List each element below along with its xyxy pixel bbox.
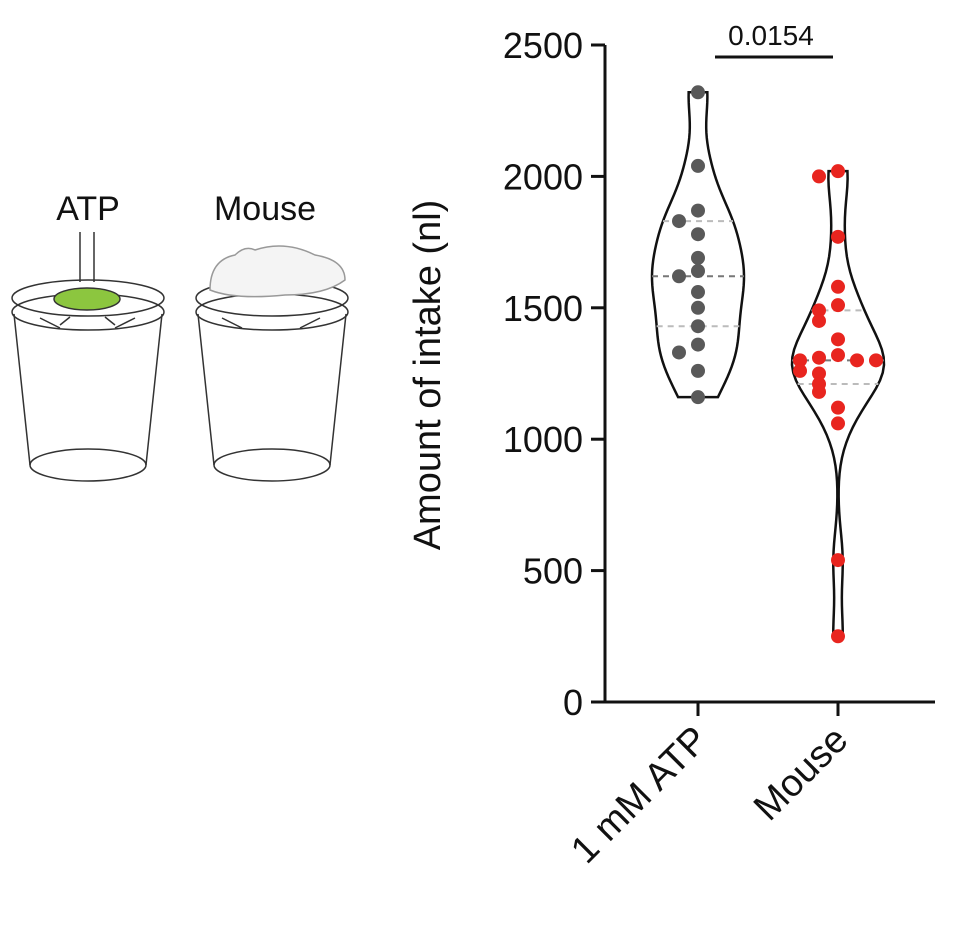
data-point [831,400,845,415]
data-point [812,366,826,381]
violin [650,91,746,399]
x-tick-label: 1 mM ATP [563,719,716,872]
data-point [831,298,845,313]
data-point [869,353,883,368]
data-point [812,169,826,184]
y-tick-label: 2000 [503,156,583,197]
data-point [691,158,705,173]
data-point [831,332,845,347]
data-point [812,384,826,399]
data-point [691,203,705,218]
data-point [831,229,845,244]
data-point [831,279,845,294]
cup [11,232,165,482]
data-point [831,416,845,431]
p-value: 0.0154 [728,20,814,51]
y-axis-label: Amount of intake (nl) [407,200,449,551]
illustration: ATP Mouse [11,190,349,482]
data-point [812,313,826,328]
data-point [831,553,845,568]
violin [790,169,886,638]
panel-label: Mouse [214,190,316,228]
data-point [672,269,686,284]
data-point [691,85,705,100]
data-point [691,319,705,334]
data-point [691,363,705,378]
data-point [691,285,705,300]
y-tick-label: 500 [523,551,583,592]
data-point [691,227,705,242]
data-point [672,345,686,360]
data-point [691,264,705,279]
data-point [691,390,705,405]
data-point [691,337,705,352]
y-tick-label: 2500 [503,25,583,66]
data-point [793,353,807,368]
data-point [691,300,705,315]
data-point [831,629,845,644]
data-point [812,350,826,365]
data-point [850,353,864,368]
y-tick-label: 0 [563,682,583,723]
data-point [691,250,705,265]
y-tick-label: 1000 [503,419,583,460]
data-point [812,303,826,318]
data-point [672,214,686,229]
data-point [831,348,845,363]
data-point [793,363,807,378]
x-tick-label: Mouse [746,719,856,829]
cup [195,245,349,482]
data-point [831,164,845,179]
panel-label: ATP [56,190,120,228]
y-tick-label: 1500 [503,288,583,329]
